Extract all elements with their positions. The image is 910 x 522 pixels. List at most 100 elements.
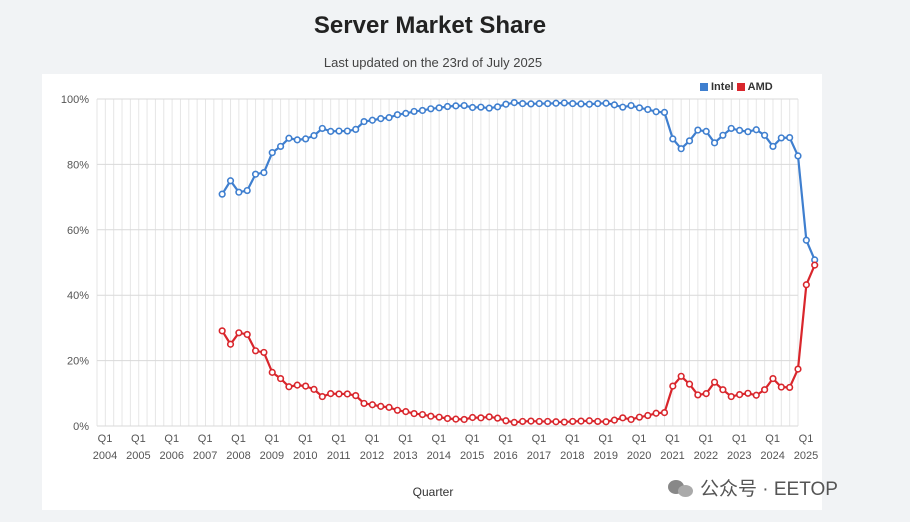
chart-title: Server Market Share xyxy=(313,12,547,39)
data-point-amd xyxy=(585,417,593,425)
data-point-amd xyxy=(468,413,477,422)
data-point-intel xyxy=(418,106,427,115)
data-point-intel xyxy=(402,109,410,117)
x-tick-label-quarter: Q1 xyxy=(465,433,480,445)
data-point-intel xyxy=(293,136,301,144)
data-point-intel xyxy=(685,137,694,145)
x-tick-label-quarter: Q1 xyxy=(498,433,513,445)
y-tick-label: 0% xyxy=(73,421,89,433)
data-point-amd xyxy=(719,386,727,394)
y-tick-label: 60% xyxy=(67,225,89,237)
data-point-intel xyxy=(360,117,368,126)
data-point-amd xyxy=(677,372,685,380)
x-tick-label-quarter: Q1 xyxy=(365,433,380,445)
data-point-intel xyxy=(769,142,777,151)
legend-intel-label[interactable]: Intel xyxy=(711,81,734,93)
data-point-intel xyxy=(735,126,744,134)
data-point-amd xyxy=(694,391,702,399)
data-point-amd xyxy=(477,414,485,422)
data-point-amd xyxy=(769,374,777,383)
y-tick-label: 100% xyxy=(61,94,89,106)
data-point-intel xyxy=(660,108,669,117)
data-point-amd xyxy=(577,417,585,425)
data-point-amd xyxy=(502,417,510,425)
data-point-intel xyxy=(585,100,593,108)
data-point-intel xyxy=(727,124,735,133)
data-point-amd xyxy=(685,380,694,388)
data-point-amd xyxy=(327,390,335,398)
data-point-intel xyxy=(602,99,610,107)
x-tick-label-year: 2016 xyxy=(493,450,517,462)
data-point-amd xyxy=(452,415,460,423)
data-point-amd xyxy=(377,402,385,410)
x-tick-label-year: 2010 xyxy=(293,450,317,462)
x-tick-label-year: 2022 xyxy=(694,450,718,462)
x-tick-label-quarter: Q1 xyxy=(331,433,346,445)
x-tick-label-year: 2025 xyxy=(794,450,818,462)
data-point-intel xyxy=(777,134,785,142)
x-tick-label-year: 2024 xyxy=(760,450,784,462)
series-line-amd xyxy=(221,264,816,424)
data-point-amd xyxy=(727,392,735,401)
data-point-amd xyxy=(285,383,293,391)
legend-amd-label[interactable]: AMD xyxy=(747,81,773,93)
chart-legend[interactable]: Intel AMD xyxy=(700,81,773,93)
data-point-intel xyxy=(752,126,760,134)
x-tick-label-quarter: Q1 xyxy=(265,433,280,445)
x-tick-label-quarter: Q1 xyxy=(765,433,780,445)
x-tick-label-quarter: Q1 xyxy=(732,433,747,445)
x-tick-label-year: 2020 xyxy=(627,450,651,462)
data-point-intel xyxy=(318,124,326,133)
data-point-intel xyxy=(569,99,577,108)
x-tick-label-quarter: Q1 xyxy=(98,433,113,445)
x-tick-label-year: 2004 xyxy=(93,450,117,462)
x-tick-label-quarter: Q1 xyxy=(799,433,814,445)
data-point-intel xyxy=(443,102,452,111)
data-point-intel xyxy=(527,100,535,108)
x-tick-label-quarter: Q1 xyxy=(699,433,714,445)
x-tick-label-year: 2012 xyxy=(360,450,384,462)
data-point-amd xyxy=(302,382,310,390)
data-point-intel xyxy=(368,116,376,124)
data-point-intel xyxy=(702,127,710,135)
y-tick-label: 20% xyxy=(67,356,89,368)
data-point-amd xyxy=(602,418,610,426)
x-tick-label-quarter: Q1 xyxy=(398,433,413,445)
x-tick-label-quarter: Q1 xyxy=(632,433,647,445)
data-point-amd xyxy=(544,417,552,426)
data-point-amd xyxy=(218,327,226,335)
data-point-intel xyxy=(493,103,502,111)
wechat-icon xyxy=(668,478,694,498)
chart-grid xyxy=(96,98,799,427)
x-axis-label: Quarter xyxy=(412,485,454,499)
data-point-amd xyxy=(293,381,301,389)
data-point-amd xyxy=(527,417,535,425)
data-point-intel xyxy=(677,145,685,153)
series-lines xyxy=(221,101,816,424)
data-point-intel xyxy=(802,236,810,244)
data-point-amd xyxy=(560,418,568,426)
data-point-amd xyxy=(710,378,719,386)
data-point-amd xyxy=(251,347,260,355)
data-point-amd xyxy=(310,385,318,393)
data-point-intel xyxy=(485,104,493,112)
data-point-intel xyxy=(794,152,802,160)
x-tick-label-quarter: Q1 xyxy=(198,433,213,445)
data-point-amd xyxy=(335,390,343,398)
x-tick-label-quarter: Q1 xyxy=(164,433,179,445)
data-point-amd xyxy=(385,403,393,411)
data-point-intel xyxy=(352,125,360,134)
data-point-amd xyxy=(610,416,619,424)
data-point-amd xyxy=(627,415,635,424)
data-point-amd xyxy=(343,390,351,398)
y-tick-label: 80% xyxy=(67,159,89,171)
x-tick-label-year: 2017 xyxy=(527,450,551,462)
data-point-amd xyxy=(235,329,243,337)
data-point-intel xyxy=(577,100,585,108)
data-point-amd xyxy=(460,415,468,424)
x-tick-label-year: 2008 xyxy=(226,450,250,462)
data-point-intel xyxy=(427,105,435,113)
x-tick-label-year: 2021 xyxy=(660,450,684,462)
x-tick-label-year: 2023 xyxy=(727,450,751,462)
